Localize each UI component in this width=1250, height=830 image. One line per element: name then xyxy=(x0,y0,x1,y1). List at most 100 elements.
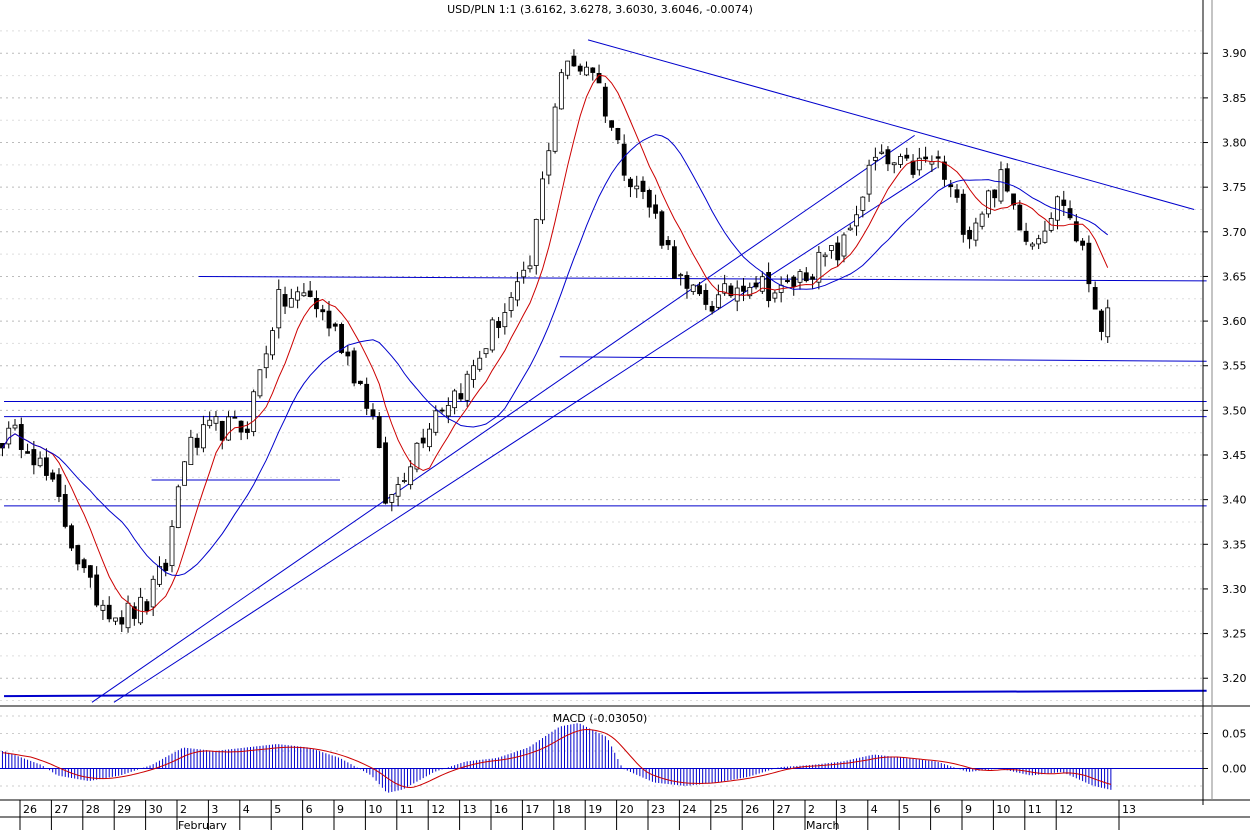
candle-body xyxy=(351,350,357,384)
x-tick-label: 2 xyxy=(808,803,815,816)
x-tick-label: 9 xyxy=(337,803,344,816)
x-tick-label: 2 xyxy=(180,803,187,816)
candle-body xyxy=(427,428,432,448)
candle-body xyxy=(213,416,219,424)
candle-body xyxy=(866,164,872,195)
macd-signal-line xyxy=(2,728,1112,789)
x-tick-label: 3 xyxy=(839,803,846,816)
candle-body xyxy=(1011,193,1016,206)
candle-body xyxy=(477,357,483,370)
candle-body xyxy=(257,369,263,397)
candle-body xyxy=(571,55,577,67)
candle-body xyxy=(94,574,100,606)
candle-body xyxy=(1023,230,1029,242)
macd-title: MACD (-0.03050) xyxy=(553,712,648,725)
candle-body xyxy=(948,184,954,188)
candle-body xyxy=(722,283,728,294)
trendline-horizontal xyxy=(4,689,1207,698)
candle-body xyxy=(1086,242,1092,285)
candle-body xyxy=(515,281,520,301)
x-tick-label: 4 xyxy=(871,803,878,816)
candle-body xyxy=(772,292,778,299)
macd-histogram xyxy=(1,723,1112,793)
candle-body xyxy=(854,214,859,227)
x-tick-label: 10 xyxy=(368,803,382,816)
trendline-horizontal xyxy=(198,275,1207,282)
candle-body xyxy=(100,604,106,611)
y-tick-label: 3.45 xyxy=(1222,449,1247,462)
candle-body xyxy=(741,285,746,292)
candle-body xyxy=(364,383,370,409)
candle-body xyxy=(188,436,194,466)
candle-body xyxy=(954,189,960,198)
candle-body xyxy=(276,289,282,329)
x-axis: 26 27 28 29 30 2 3 4 5 6 9 10 11 12 13 16 17 18 19 20 23 24 25… xyxy=(19,800,1136,830)
candle-body xyxy=(251,391,257,433)
x-tick-label: 13 xyxy=(463,803,477,816)
candle-body xyxy=(420,437,426,444)
candle-body xyxy=(703,289,709,305)
x-tick-label: 29 xyxy=(117,803,131,816)
x-tick-label: 27 xyxy=(777,803,791,816)
x-tick-label: 27 xyxy=(54,803,68,816)
x-tick-label: 28 xyxy=(86,803,100,816)
candle-body xyxy=(810,276,815,280)
candle-body xyxy=(358,380,363,384)
y-tick-label: 3.35 xyxy=(1222,538,1247,551)
candle-body xyxy=(201,424,206,449)
candle-body xyxy=(715,294,721,308)
candle-body xyxy=(1092,287,1098,310)
candle-body xyxy=(829,245,834,251)
candle-body xyxy=(1029,243,1035,247)
candle-body xyxy=(332,323,338,327)
candle-body xyxy=(301,292,307,297)
candle-body xyxy=(628,178,633,188)
candle-body xyxy=(144,601,150,612)
y-tick-label: 3.20 xyxy=(1222,672,1247,685)
candle-body xyxy=(288,297,294,308)
candle-body xyxy=(150,578,156,608)
candle-body xyxy=(942,161,947,180)
candle-body xyxy=(835,242,841,261)
candle-body xyxy=(207,419,213,427)
trendline-support xyxy=(91,134,915,703)
candle-body xyxy=(1080,240,1086,246)
trendline-resistance xyxy=(587,39,1195,210)
candle-body xyxy=(533,218,539,266)
candle-body xyxy=(904,154,910,159)
candle-body xyxy=(960,193,966,235)
candle-body xyxy=(584,66,589,76)
y-tick-label: 3.70 xyxy=(1222,226,1247,239)
candle-body xyxy=(395,484,401,497)
candle-body xyxy=(803,272,809,282)
ma-short-line xyxy=(2,74,1109,613)
candle-body xyxy=(879,151,885,154)
candle-body xyxy=(590,67,596,73)
x-tick-label: 17 xyxy=(525,803,539,816)
x-tick-label: 13 xyxy=(1122,803,1136,816)
candle-body xyxy=(408,466,414,486)
candle-body xyxy=(157,566,162,585)
candle-body xyxy=(621,143,627,176)
candle-body xyxy=(489,319,495,351)
candle-body xyxy=(75,545,81,565)
candle-body xyxy=(678,274,684,277)
candle-body xyxy=(565,60,571,76)
candle-body xyxy=(50,472,56,480)
x-tick-label: 12 xyxy=(1059,803,1073,816)
candle-body xyxy=(169,526,175,567)
candle-body xyxy=(986,190,991,215)
candle-body xyxy=(226,416,231,441)
candle-body xyxy=(270,330,275,356)
candle-body xyxy=(577,65,583,72)
candle-body xyxy=(131,606,137,619)
x-tick-label: 16 xyxy=(494,803,508,816)
candle-body xyxy=(527,265,533,270)
moving-averages xyxy=(2,74,1109,613)
candle-body xyxy=(119,617,125,625)
y-tick-label: 3.50 xyxy=(1222,404,1247,417)
macd-tick-label: 0.00 xyxy=(1222,763,1247,776)
x-tick-label: 6 xyxy=(934,803,941,816)
candle-body xyxy=(138,596,144,624)
